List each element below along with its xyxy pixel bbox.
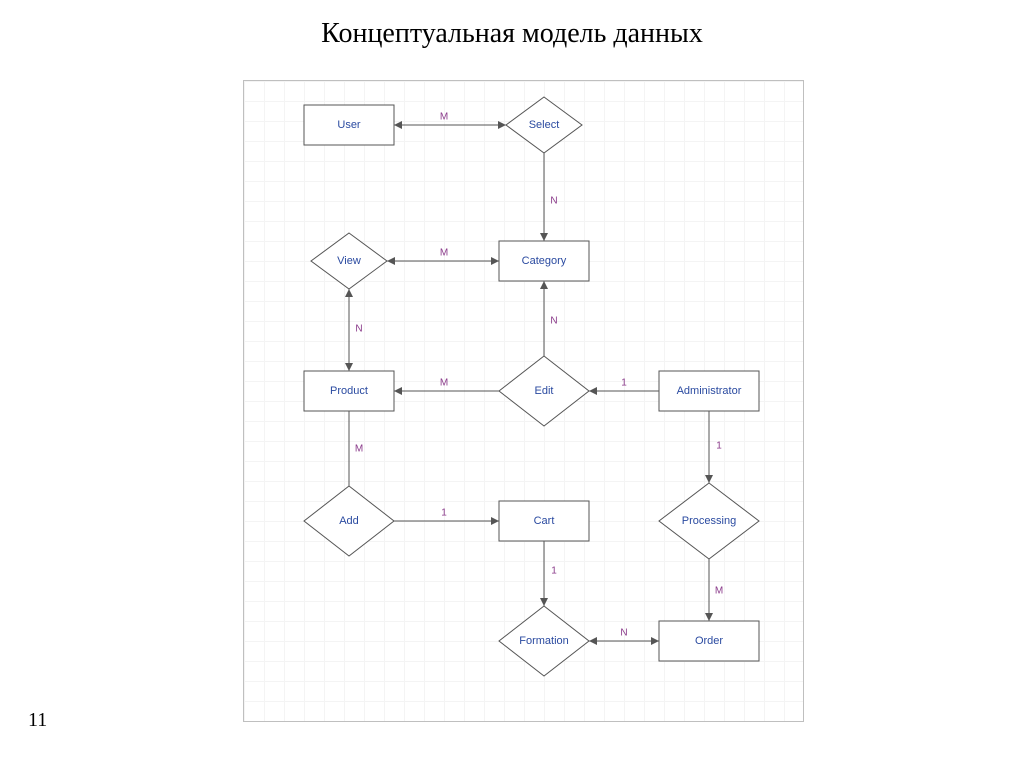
node-label-view: View [337,255,361,267]
node-label-cart: Cart [534,515,555,527]
node-label-processing: Processing [682,515,736,527]
edge-label-view-product: N [355,324,362,335]
edge-label-user-select: M [440,112,448,123]
edge-label-view-category: M [440,248,448,259]
node-label-product: Product [330,385,368,397]
edge-label-product-add: M [355,444,363,455]
edge-label-administrator-edit: 1 [621,378,627,389]
node-label-add: Add [339,515,359,527]
edge-label-add-cart: 1 [441,508,447,519]
node-label-administrator: Administrator [677,385,742,397]
edge-label-administrator-processing: 1 [716,441,722,452]
node-label-select: Select [529,119,560,131]
nodes-group: User Select View Category Product Edit Adminis… [304,97,759,676]
page-number: 11 [28,709,47,732]
edge-label-formation-order: N [620,628,627,639]
edge-label-edit-product: M [440,378,448,389]
node-label-user: User [337,119,361,131]
edge-label-select-category: N [550,196,557,207]
edge-label-category-edit: N [550,316,557,327]
edge-label-processing-order: M [715,586,723,597]
node-label-formation: Formation [519,635,569,647]
node-label-order: Order [695,635,723,647]
node-label-category: Category [522,255,567,267]
diagram-canvas: M N M N N M 1 M 1 1 1 M N User Select View Category Produ… [243,80,804,722]
diagram-svg: M N M N N M 1 M 1 1 1 M N User Select View Category Produ… [244,81,803,721]
edge-label-cart-formation: 1 [551,566,557,577]
page-title: Концептуальная модель данных [0,18,1024,50]
node-label-edit: Edit [535,385,554,397]
